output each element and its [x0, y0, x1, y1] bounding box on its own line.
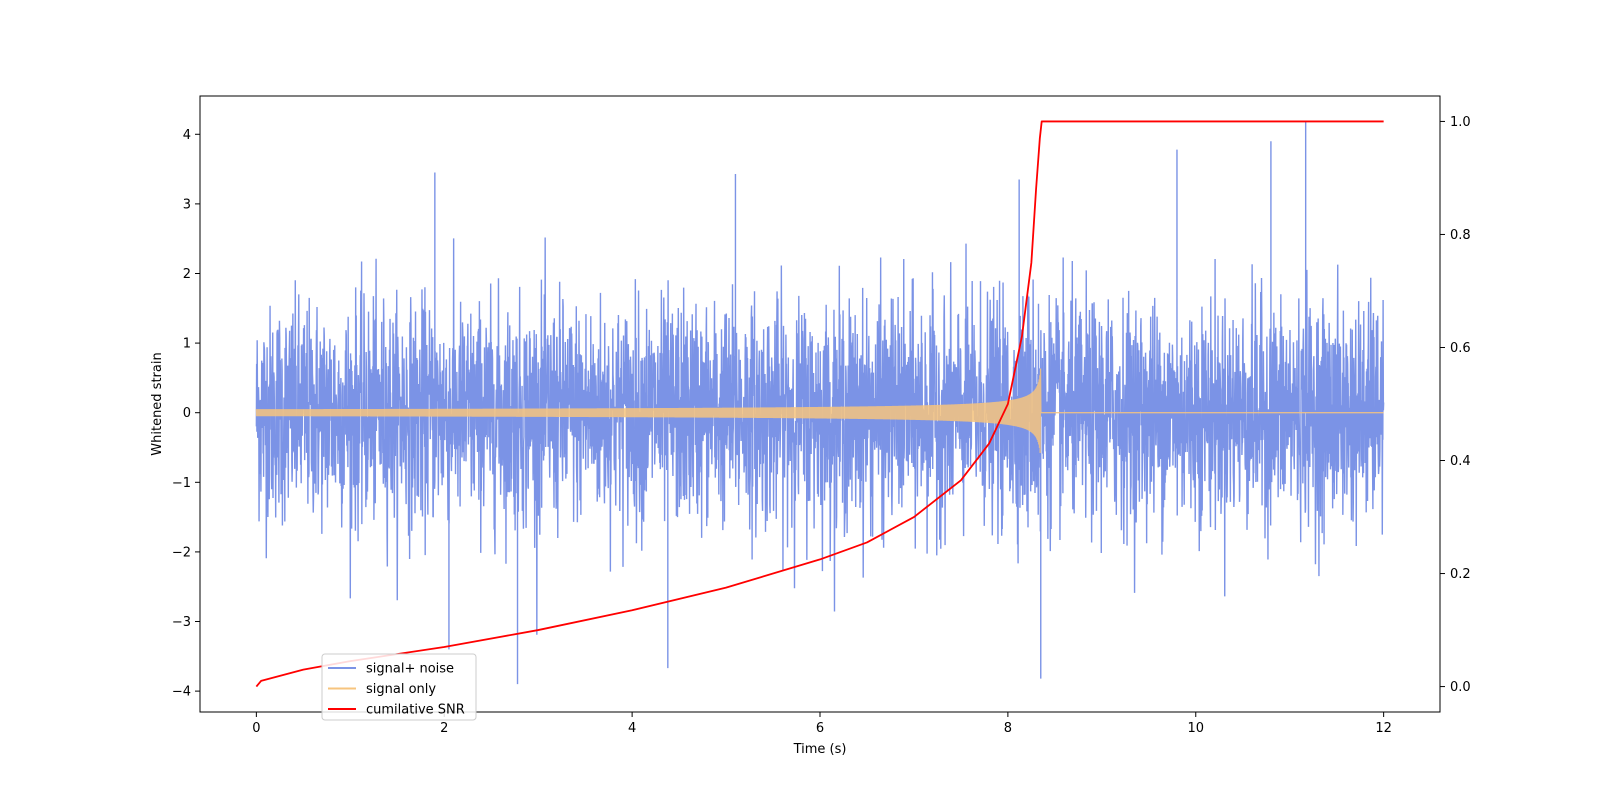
x-tick-label: 2: [440, 721, 448, 736]
y-tick-label: −2: [172, 545, 191, 560]
y2-tick-label: 1.0: [1450, 115, 1471, 130]
y-axis-right: 0.0 0.2 0.4 0.6 0.8 1.0: [1440, 115, 1471, 695]
legend: signal+ noise signal only cumilative SNR: [321, 653, 477, 721]
x-tick-label: 0: [252, 721, 260, 736]
x-tick-label: 4: [628, 721, 636, 736]
legend-box: [321, 653, 477, 721]
y-tick-label: 2: [183, 267, 191, 282]
x-axis-label: Time (s): [793, 742, 847, 757]
x-tick-label: 12: [1375, 721, 1392, 736]
y-axis-left: −4 −3 −2 −1 0 1 2 3 4: [172, 128, 200, 700]
y-tick-label: −4: [172, 685, 191, 700]
y-tick-label: 3: [183, 197, 191, 212]
y-tick-label: 1: [183, 337, 191, 352]
legend-label: signal+ noise: [366, 662, 454, 677]
x-tick-label: 8: [1004, 721, 1012, 736]
y2-tick-label: 0.6: [1450, 341, 1471, 356]
series-signal-only-line: [255, 368, 1384, 454]
y-tick-label: −1: [172, 476, 191, 491]
x-tick-label: 10: [1187, 721, 1204, 736]
series-signal-noise-line: [255, 121, 1385, 685]
y-tick-label: 4: [183, 128, 191, 143]
y2-tick-label: 0.8: [1450, 228, 1471, 243]
x-tick-label: 6: [816, 721, 824, 736]
y-tick-label: 0: [183, 406, 191, 421]
legend-label: cumilative SNR: [366, 703, 465, 718]
y2-tick-label: 0.4: [1450, 454, 1471, 469]
legend-label: signal only: [366, 682, 436, 697]
y-tick-label: −3: [172, 615, 191, 630]
y2-tick-label: 0.0: [1450, 680, 1471, 695]
y-axis-label: Whitened strain: [150, 352, 165, 455]
y2-tick-label: 0.2: [1450, 567, 1471, 582]
